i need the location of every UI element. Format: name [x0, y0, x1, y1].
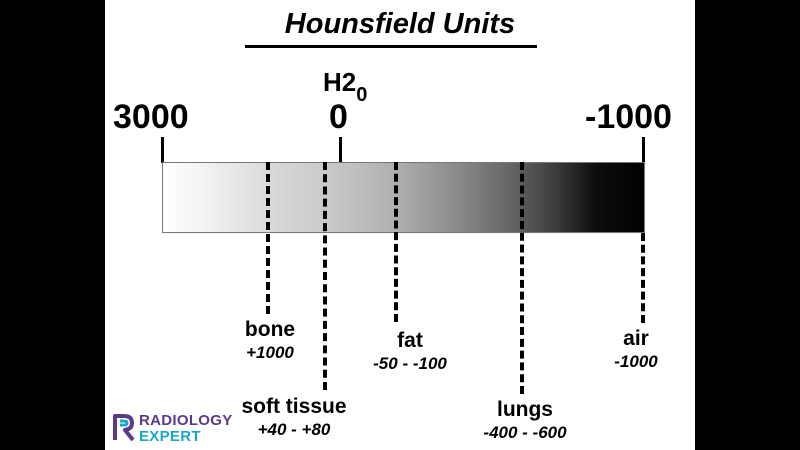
marker-line-bone [266, 162, 270, 314]
hounsfield-gradient-bar [162, 162, 645, 233]
scale-label-center: 0 [329, 98, 348, 136]
logo-text-line2: EXPERT [139, 428, 201, 445]
marker-name: fat [397, 329, 423, 352]
marker-value: -50 - -100 [373, 354, 447, 373]
marker-label-soft-tissue: soft tissue +40 - +80 [241, 395, 346, 441]
marker-name: lungs [496, 398, 553, 421]
scale-label-left: 3000 [113, 98, 189, 136]
tick-center [339, 137, 342, 163]
marker-value: +40 - +80 [257, 420, 331, 439]
tick-left [161, 137, 164, 163]
marker-line-fat [394, 162, 398, 322]
marker-label-bone: bone +1000 [245, 318, 295, 364]
marker-name: air [623, 327, 649, 350]
water-label-main: H2 [323, 67, 357, 97]
marker-value: -400 - -600 [483, 423, 567, 442]
diagram-title: Hounsfield Units [284, 8, 516, 40]
marker-line-soft-tissue [323, 162, 327, 390]
water-label: H20 [323, 67, 367, 106]
water-label-sub: 0 [356, 84, 368, 106]
marker-name: bone [244, 318, 296, 341]
marker-label-fat: fat -50 - -100 [373, 329, 447, 375]
marker-value: -1000 [614, 352, 658, 371]
radiology-expert-logo-icon [113, 414, 135, 442]
radiology-expert-logo: RADIOLOGY EXPERT [113, 410, 253, 445]
logo-text-line1: RADIOLOGY [139, 412, 233, 429]
marker-value: +1000 [246, 343, 294, 362]
marker-name: soft tissue [241, 395, 347, 418]
title-underline [245, 45, 537, 48]
marker-line-air [641, 233, 645, 323]
marker-label-lungs: lungs -400 - -600 [483, 398, 566, 444]
diagram-canvas: Hounsfield Units H20 3000 0 -1000 bone +… [105, 0, 695, 450]
tick-right [642, 137, 645, 163]
marker-label-air: air -1000 [614, 327, 657, 373]
marker-line-lungs [520, 162, 524, 394]
scale-label-right: -1000 [585, 98, 672, 136]
